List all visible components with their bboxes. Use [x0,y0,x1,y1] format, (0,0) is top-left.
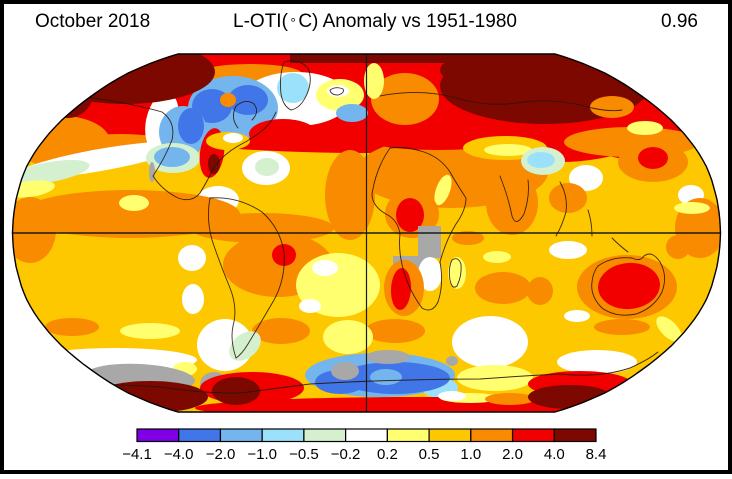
svg-text:−1.0: −1.0 [247,446,277,463]
svg-text:1.0: 1.0 [460,446,481,463]
svg-text:L-OTI( ° C) Anomaly vs 1951-19: L-OTI( ° C) Anomaly vs 1951-1980 [233,11,517,32]
svg-text:−0.2: −0.2 [331,446,361,463]
svg-text:−2.0: −2.0 [206,446,236,463]
svg-text:0.5: 0.5 [419,446,440,463]
svg-text:8.4: 8.4 [586,446,607,463]
svg-text:0.2: 0.2 [377,446,398,463]
svg-text:−0.5: −0.5 [289,446,319,463]
svg-text:October 2018: October 2018 [35,11,150,32]
svg-text:4.0: 4.0 [544,446,565,463]
svg-text:2.0: 2.0 [502,446,523,463]
svg-text:−4.1: −4.1 [122,446,152,463]
svg-text:0.96: 0.96 [661,11,698,32]
svg-text:−4.0: −4.0 [164,446,194,463]
